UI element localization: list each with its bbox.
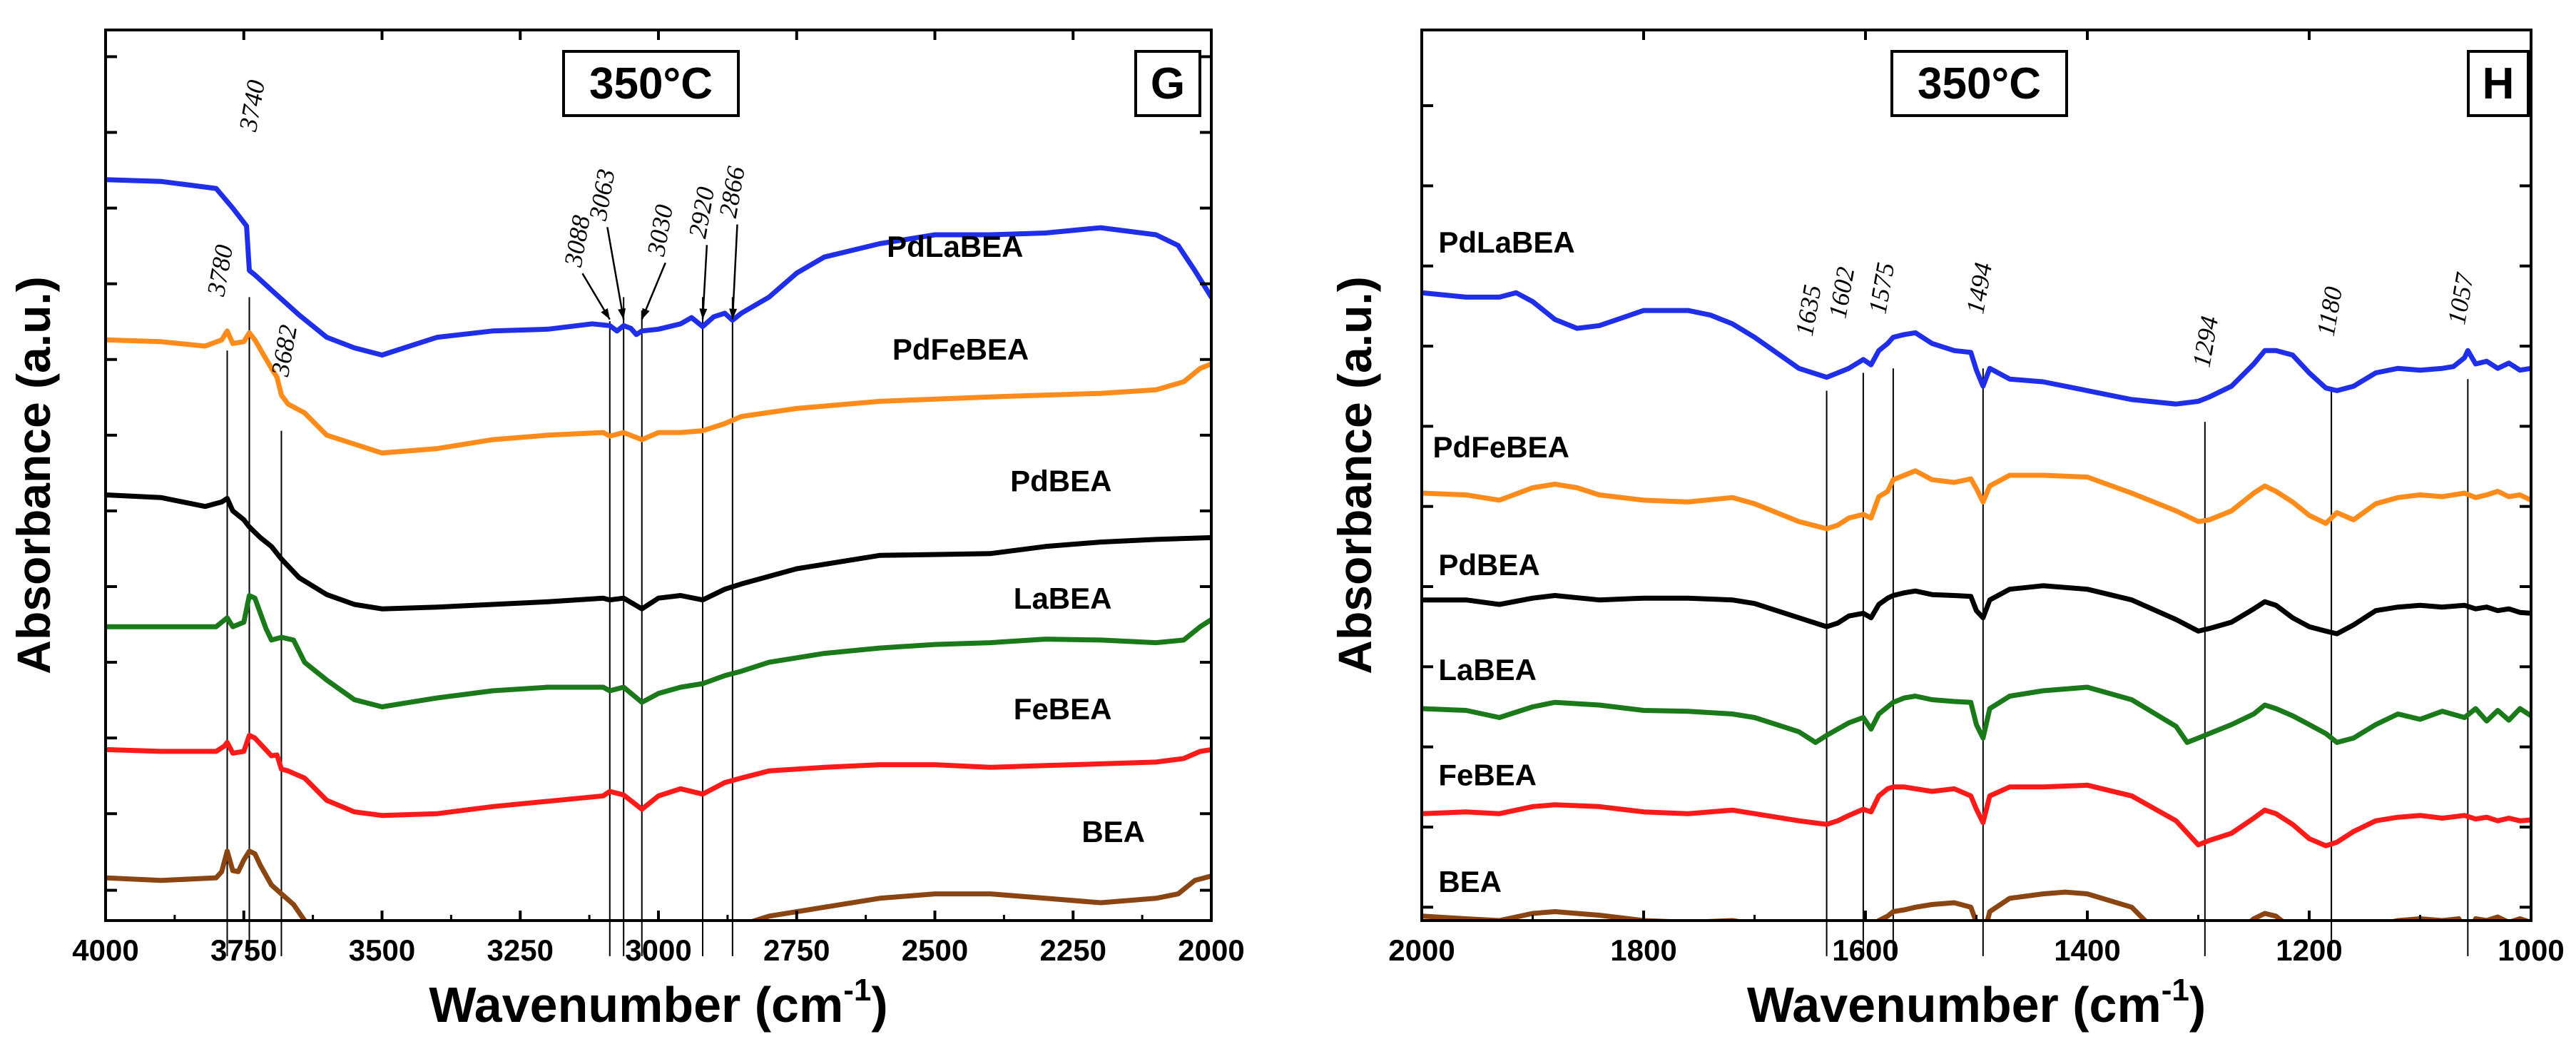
x-tick-label-2750: 2750 [763, 933, 830, 967]
series-label-bea: BEA [1081, 815, 1145, 848]
peak-label-3030: 3030 [641, 203, 678, 259]
series-line-bea [106, 848, 1211, 921]
title-box-h [1890, 50, 2068, 117]
x-tick-label-1000: 1000 [2498, 933, 2564, 967]
x-tick-label-2000: 2000 [1388, 933, 1455, 967]
peak-arrowhead-3063 [618, 308, 626, 320]
x-tick-label-3750: 3750 [210, 933, 277, 967]
y-axis-title-g: Absorbance (a.u.) [7, 276, 60, 674]
panel-id-box-g [1134, 50, 1201, 117]
chart-title-g: 350°C [589, 59, 713, 108]
x-tick-label-3000: 3000 [625, 933, 691, 967]
x-tick-label-1400: 1400 [2054, 933, 2120, 967]
x-tick-label-1800: 1800 [1610, 933, 1676, 967]
series-label-pdlabea: PdLaBEA [887, 230, 1023, 263]
series-label-pdbea: PdBEA [1010, 464, 1111, 497]
peak-label-1294: 1294 [2187, 314, 2224, 370]
x-tick-label-2500: 2500 [902, 933, 968, 967]
series-label-febea: FeBEA [1014, 692, 1112, 726]
peak-label-3780: 3780 [201, 243, 238, 299]
series-line-labea [106, 593, 1211, 709]
peak-arrowhead-3030 [641, 308, 650, 320]
peak-label-2866: 2866 [713, 164, 750, 220]
peak-arrow-2920 [701, 245, 708, 320]
panel-id-g: G [1151, 59, 1185, 108]
peak-arrowhead-3088 [601, 308, 610, 320]
peak-label-1057: 1057 [2442, 270, 2479, 327]
x-tick-label-3500: 3500 [349, 933, 415, 967]
series-line-bea [1422, 889, 2531, 921]
chart-title-h: 350°C [1918, 59, 2041, 108]
peak-label-3682: 3682 [265, 323, 302, 379]
series-label-pdbea: PdBEA [1438, 548, 1539, 582]
series-label-pdfebea: PdFeBEA [1433, 430, 1569, 464]
x-axis-title-g: Wavenumber (cm-1) [429, 973, 887, 1033]
peak-label-3088: 3088 [559, 213, 596, 270]
series-label-labea: LaBEA [1438, 653, 1537, 686]
peak-label-3740: 3740 [233, 78, 270, 134]
series-label-labea: LaBEA [1014, 582, 1112, 615]
series-label-pdfebea: PdFeBEA [892, 333, 1029, 366]
peak-label-1635: 1635 [1790, 283, 1827, 338]
x-axis-title-h: Wavenumber (cm-1) [1747, 973, 2206, 1033]
series-line-pdbea [1422, 583, 2531, 637]
peak-arrowhead-2920 [699, 308, 708, 320]
x-tick-label-1600: 1600 [1832, 933, 1898, 967]
peak-label-3063: 3063 [584, 167, 621, 223]
series-label-febea: FeBEA [1438, 758, 1537, 791]
panel-id-box-h [2467, 50, 2530, 117]
x-tick-label-2000: 2000 [1178, 933, 1244, 967]
peak-label-1494: 1494 [1960, 260, 1997, 316]
series-line-pdfebea [1422, 468, 2531, 532]
x-tick-label-4000: 4000 [72, 933, 138, 967]
panel-g: PdLaBEA PdFeBEA PdBEA LaBEA FeBEA BEA 3780 3740… [7, 29, 1245, 1033]
title-box-g [562, 50, 740, 117]
peak-label-1180: 1180 [2311, 285, 2348, 338]
x-tick-label-1200: 1200 [2276, 933, 2342, 967]
series-line-febea [1422, 782, 2531, 848]
y-axis-title-h: Absorbance (a.u.) [1328, 276, 1381, 674]
series-line-febea [106, 732, 1211, 819]
x-tick-label-2250: 2250 [1040, 933, 1106, 967]
peak-arrow-3063 [606, 227, 625, 320]
panel-h: PdLaBEA PdFeBEA PdBEA LaBEA FeBEA BEA 16351602… [1328, 29, 2565, 1033]
peak-label-1575: 1575 [1863, 260, 1900, 316]
plot-frame-h [1420, 29, 2532, 922]
series-label-pdlabea: PdLaBEA [1438, 226, 1574, 259]
panel-id-h: H [2483, 59, 2515, 108]
series-line-pdlabea [1422, 290, 2531, 407]
series-line-pdlabea [106, 177, 1211, 358]
series-line-pdbea [106, 492, 1211, 612]
peak-arrow-2866 [731, 224, 738, 320]
series-line-labea [1422, 684, 2531, 745]
series-label-bea: BEA [1438, 865, 1502, 898]
peak-arrowhead-2866 [729, 308, 738, 320]
series-line-pdfebea [106, 328, 1211, 456]
peak-label-1602: 1602 [1823, 265, 1860, 320]
x-tick-label-3250: 3250 [487, 933, 554, 967]
